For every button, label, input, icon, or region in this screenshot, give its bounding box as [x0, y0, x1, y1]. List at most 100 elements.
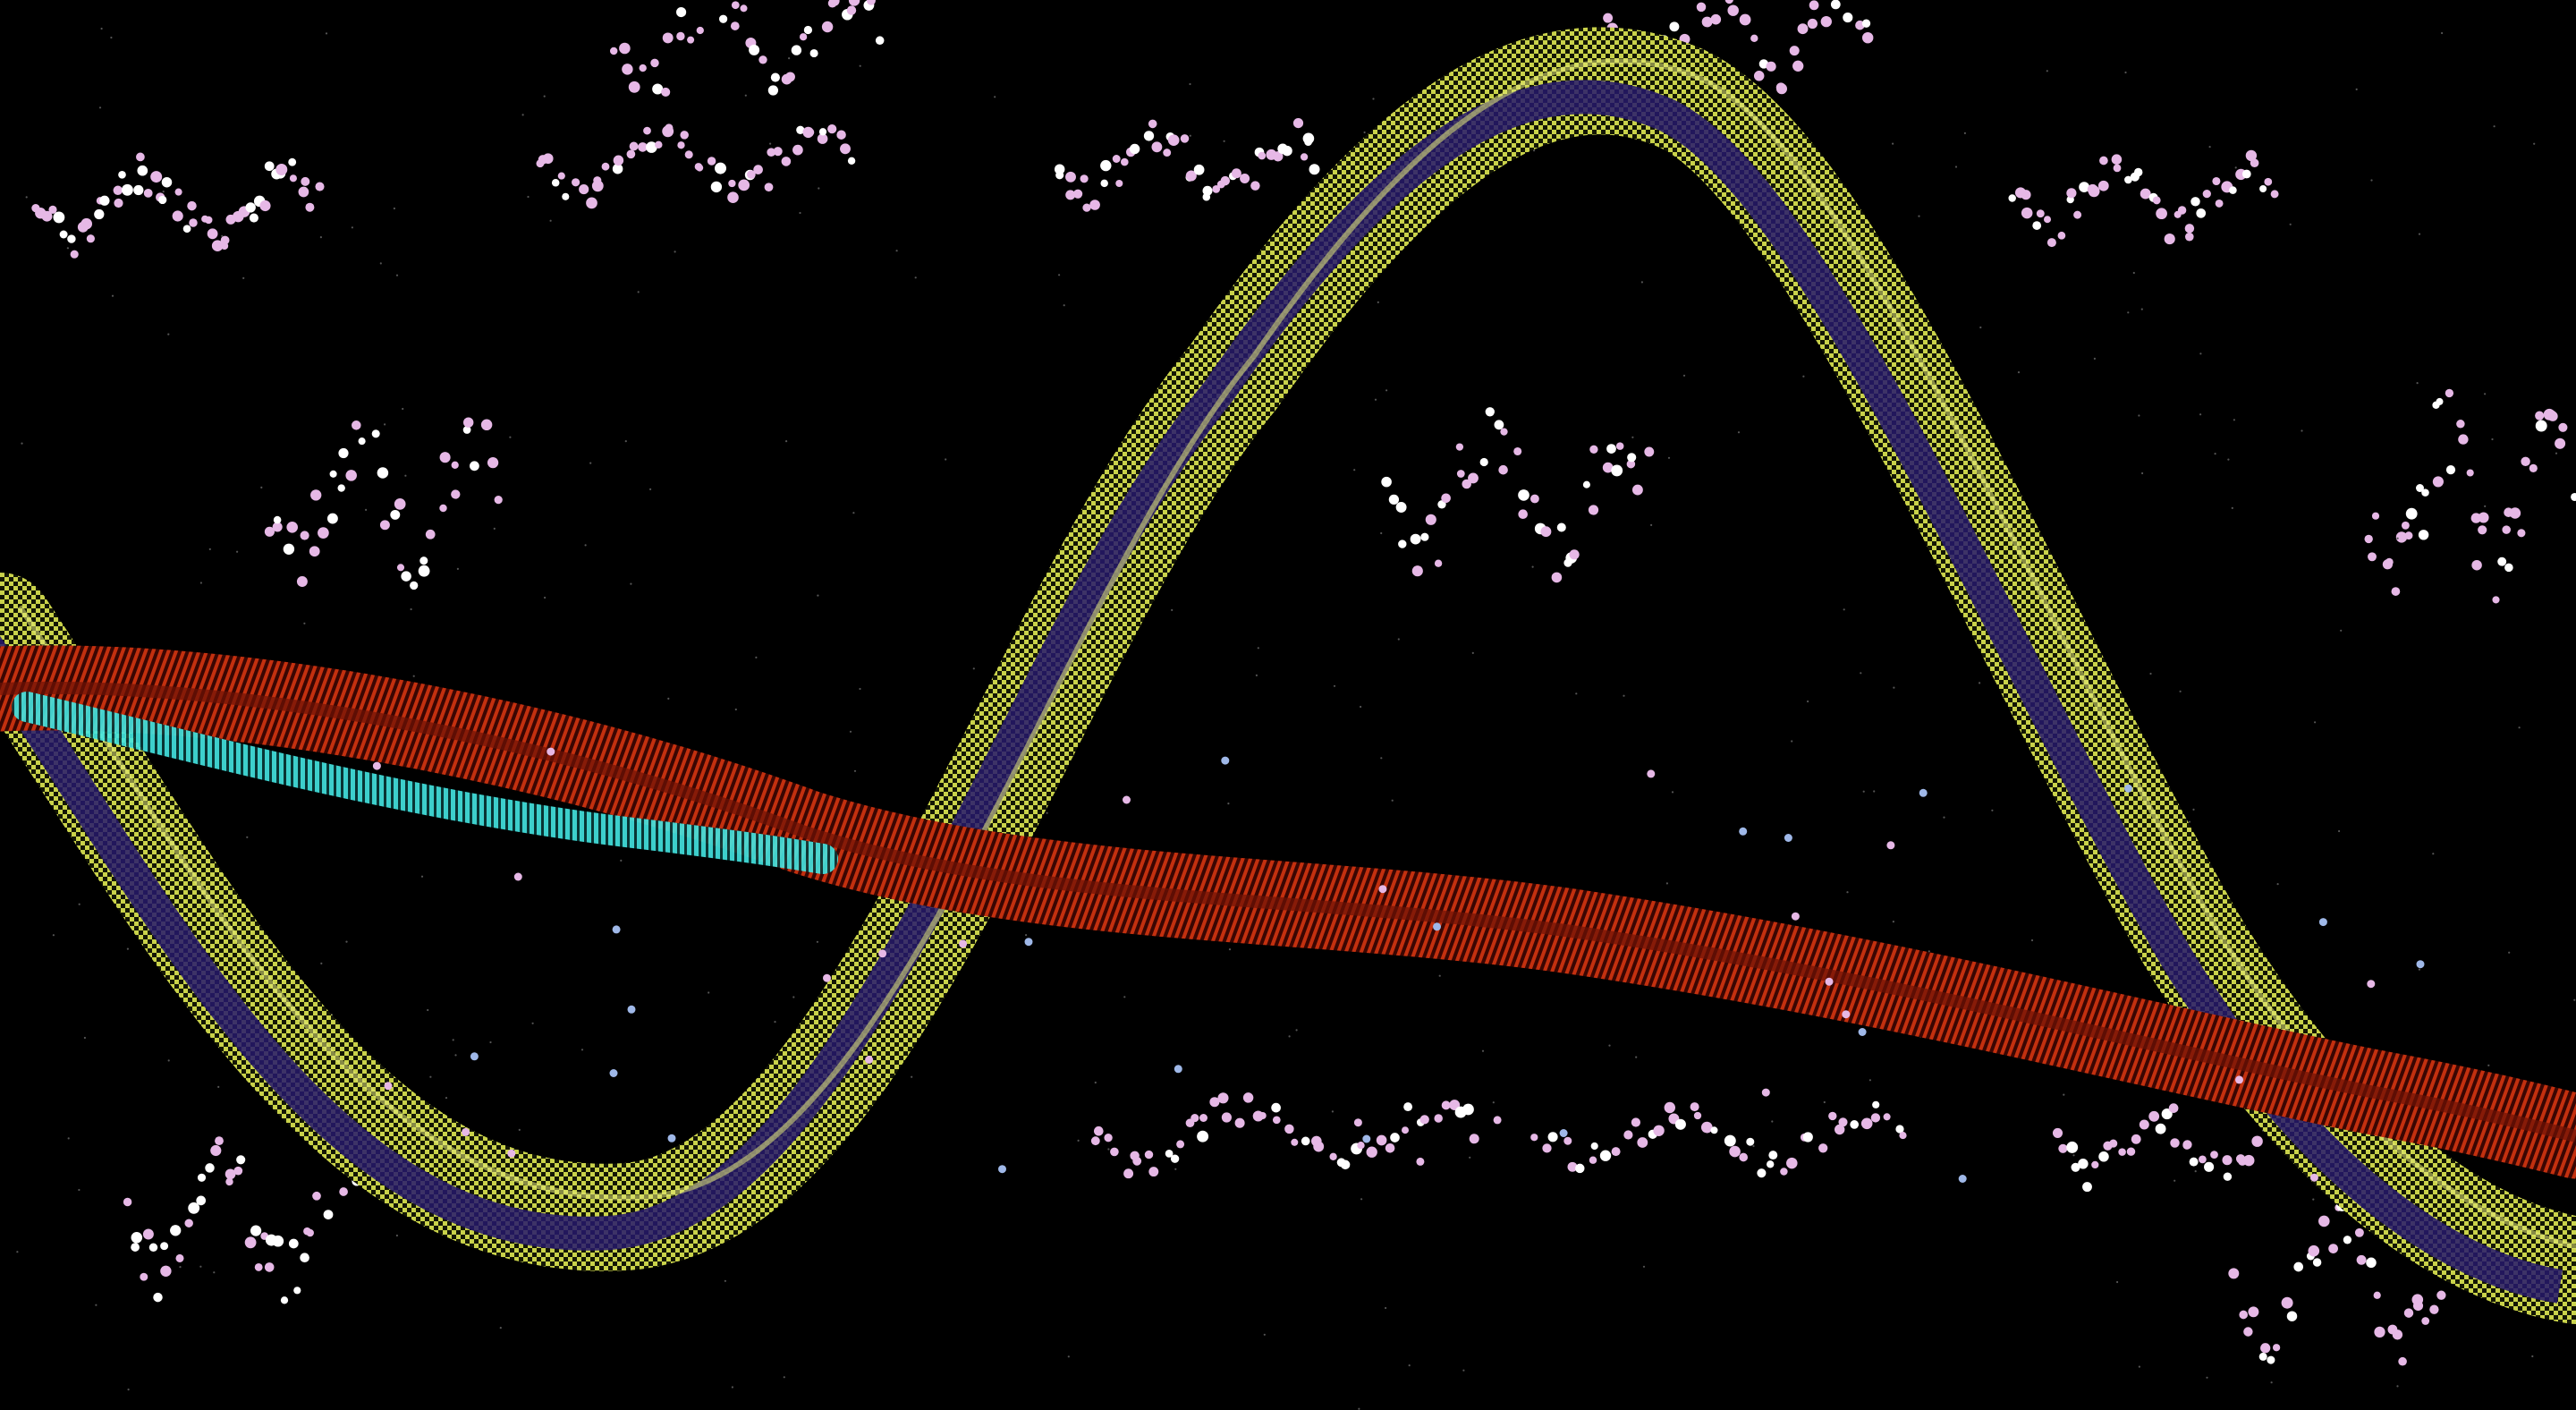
particle: [2367, 980, 2376, 989]
particle: [337, 484, 345, 492]
particle: [1340, 1159, 1351, 1170]
particle: [994, 96, 996, 98]
particle: [326, 513, 338, 524]
particle: [2008, 194, 2016, 202]
particle: [1288, 1035, 1291, 1038]
particle: [2518, 726, 2521, 729]
particle: [286, 521, 299, 533]
particle: [1768, 1151, 1778, 1160]
particle: [749, 44, 760, 55]
particle: [1582, 480, 1590, 488]
particle: [589, 462, 592, 464]
particle: [2140, 188, 2151, 200]
particle: [2098, 1151, 2109, 1162]
particle: [170, 1225, 182, 1236]
particle: [1590, 1142, 1598, 1151]
particle: [1291, 1138, 1299, 1146]
particle: [1825, 977, 1834, 986]
particle: [1301, 1136, 1310, 1146]
particle: [1110, 1147, 1119, 1157]
particle: [390, 509, 401, 520]
particle: [1282, 145, 1292, 157]
particle: [2301, 429, 2303, 432]
particle: [821, 21, 834, 33]
particle: [1861, 31, 1874, 44]
particle: [2141, 471, 2144, 475]
particle: [2152, 196, 2161, 205]
particle: [2063, 1093, 2065, 1096]
particle: [296, 576, 308, 587]
particle: [1174, 1168, 1177, 1170]
particle: [1329, 1152, 1337, 1160]
particle: [2492, 596, 2500, 604]
particle: [2126, 1147, 2136, 1156]
particle: [1575, 692, 1578, 695]
particle: [114, 198, 123, 208]
particle: [2182, 1141, 2191, 1150]
particle: [2118, 1148, 2126, 1156]
particle: [210, 1144, 222, 1157]
particle: [2251, 1135, 2263, 1147]
particle: [1860, 672, 1862, 675]
particle: [1065, 171, 1076, 183]
particle: [315, 182, 325, 191]
particle: [730, 21, 740, 30]
particle: [2250, 158, 2259, 168]
particle: [175, 1253, 184, 1262]
particle: [1790, 299, 1792, 302]
particle: [99, 195, 110, 206]
particle: [1766, 61, 1776, 72]
particle: [179, 1266, 182, 1269]
particle: [2066, 188, 2077, 199]
particle: [2487, 1064, 2490, 1066]
particle: [840, 143, 851, 155]
particle: [118, 170, 126, 179]
particle: [627, 1005, 636, 1014]
particle: [1378, 885, 1387, 894]
particle: [2340, 629, 2343, 632]
particle: [83, 1036, 86, 1040]
particle: [770, 72, 780, 82]
particle: [1729, 1145, 1741, 1158]
particle: [2517, 529, 2526, 538]
particle: [728, 179, 736, 188]
particle: [233, 1166, 243, 1176]
particle: [1650, 523, 1653, 527]
particle: [809, 48, 818, 58]
particle: [1358, 1407, 1360, 1410]
particle: [1830, 0, 1841, 10]
particle: [2196, 208, 2207, 218]
particle: [1331, 1110, 1334, 1113]
particle: [2109, 1139, 2118, 1148]
particle: [2179, 690, 2182, 692]
particle: [527, 195, 530, 199]
particle: [1462, 1369, 1465, 1372]
particle: [1807, 700, 1809, 703]
particle: [1416, 1157, 1425, 1166]
particle: [1843, 13, 1853, 23]
particle: [1374, 398, 1377, 401]
particle: [1775, 82, 1786, 93]
particle: [1761, 1088, 1770, 1097]
particle: [1791, 912, 1800, 921]
particle: [1123, 996, 1126, 998]
particle: [445, 1097, 448, 1100]
particle: [401, 571, 411, 582]
particle: [1434, 1114, 1443, 1123]
particle: [1411, 565, 1423, 577]
particle: [2078, 1159, 2089, 1169]
particle: [1202, 185, 1213, 196]
particle: [2293, 1261, 2304, 1272]
particle: [2312, 1198, 2315, 1201]
particle: [188, 1202, 200, 1214]
particle: [1067, 1355, 1070, 1358]
particle: [213, 1271, 216, 1274]
particle: [1228, 948, 1232, 951]
particle-overlay: [372, 747, 2425, 1183]
particle: [1077, 1139, 1080, 1142]
particle: [1380, 531, 1383, 535]
particle: [1631, 484, 1643, 496]
particle: [1167, 134, 1180, 147]
